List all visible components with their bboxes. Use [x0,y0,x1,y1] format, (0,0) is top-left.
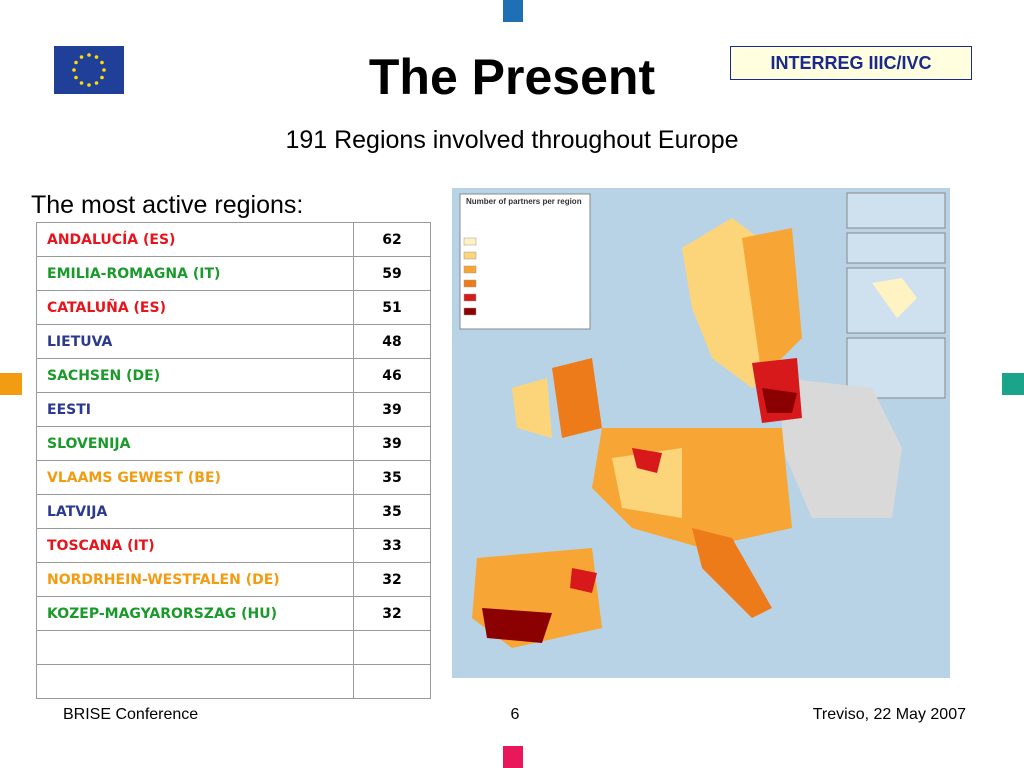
partner-count: 46 [353,358,431,393]
table-row: CATALUÑA (ES) 51 [36,290,431,325]
partner-count: 51 [353,290,431,325]
region-name: SLOVENIJA [36,426,354,461]
region-name: KOZEP-MAGYARORSZAG (HU) [36,596,354,631]
title: The Present [368,49,656,105]
empty-cell [36,630,354,665]
partner-count: 48 [353,324,431,359]
footer-left: BRISE Conference [63,706,199,723]
table-row: LIETUVA 48 [36,324,431,359]
table-row: LATVIJA 35 [36,494,431,529]
partner-count: 62 [353,222,431,257]
footer-right: Treviso, 22 May 2007 [812,706,966,723]
partner-count: 32 [353,596,431,631]
table-row: VLAAMS GEWEST (BE) 35 [36,460,431,495]
decor-square [1002,373,1024,395]
partner-count: 39 [353,392,431,427]
partner-count: 39 [353,426,431,461]
region-name: LIETUVA [36,324,354,359]
region-name: EESTI [36,392,354,427]
decor-square [503,0,523,22]
empty-cell [353,630,431,665]
page-number: 6 [510,706,520,723]
table-row: EMILIA-ROMAGNA (IT) 59 [36,256,431,291]
europe-map: Number of partners per region [452,188,950,678]
region-name: LATVIJA [36,494,354,529]
partner-count: 35 [353,494,431,529]
region-name: CATALUÑA (ES) [36,290,354,325]
empty-row [36,664,431,699]
partner-count: 32 [353,562,431,597]
table-caption: The most active regions: [31,191,304,219]
subtitle: 191 Regions involved throughout Europe [285,126,739,154]
partner-count: 33 [353,528,431,563]
table-row: EESTI 39 [36,392,431,427]
region-name: EMILIA-ROMAGNA (IT) [36,256,354,291]
region-name: TOSCANA (IT) [36,528,354,563]
eu-flag [54,46,124,94]
region-name: ANDALUCÍA (ES) [36,222,354,257]
table-row: ANDALUCÍA (ES) 62 [36,222,431,257]
badge: INTERREG IIIC/IVC [730,46,972,80]
table-row: KOZEP-MAGYARORSZAG (HU) 32 [36,596,431,631]
region-name: VLAAMS GEWEST (BE) [36,460,354,495]
empty-cell [36,664,354,699]
table-row: SACHSEN (DE) 46 [36,358,431,393]
regions-table: ANDALUCÍA (ES) 62 EMILIA-ROMAGNA (IT) 59 CAT… [36,222,431,699]
decor-square [503,746,523,768]
region-name: SACHSEN (DE) [36,358,354,393]
decor-square [0,373,22,395]
partner-count: 35 [353,460,431,495]
region-name: NORDRHEIN-WESTFALEN (DE) [36,562,354,597]
empty-cell [353,664,431,699]
table-row: NORDRHEIN-WESTFALEN (DE) 32 [36,562,431,597]
table-row: TOSCANA (IT) 33 [36,528,431,563]
partner-count: 59 [353,256,431,291]
table-row: SLOVENIJA 39 [36,426,431,461]
map-legend-title: Number of partners per region [466,197,582,206]
empty-row [36,630,431,665]
